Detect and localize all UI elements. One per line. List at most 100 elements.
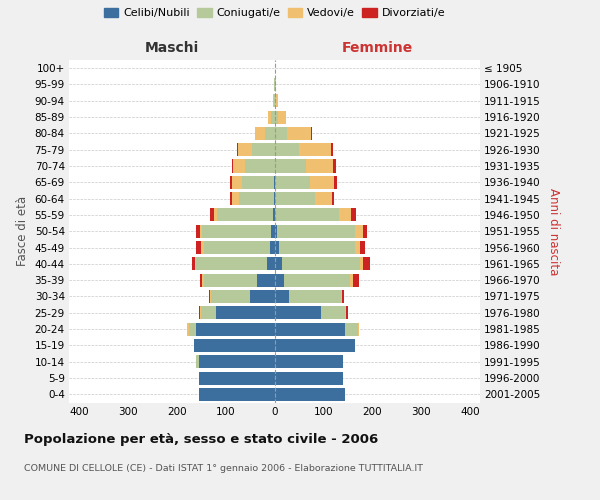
Bar bbox=[237, 143, 238, 156]
Bar bbox=[350, 274, 353, 286]
Bar bbox=[216, 306, 275, 320]
Bar bbox=[232, 192, 239, 205]
Bar bbox=[230, 176, 232, 189]
Bar bbox=[284, 274, 350, 286]
Bar bbox=[196, 258, 267, 270]
Bar bbox=[189, 322, 196, 336]
Bar bbox=[275, 290, 289, 303]
Bar bbox=[339, 208, 352, 222]
Bar bbox=[250, 290, 275, 303]
Bar bbox=[355, 241, 360, 254]
Bar bbox=[210, 290, 211, 303]
Bar bbox=[274, 94, 275, 108]
Bar bbox=[253, 143, 275, 156]
Bar bbox=[192, 258, 195, 270]
Bar bbox=[276, 94, 278, 108]
Bar bbox=[311, 127, 312, 140]
Bar bbox=[275, 274, 284, 286]
Bar bbox=[209, 290, 210, 303]
Bar bbox=[211, 208, 214, 222]
Bar bbox=[199, 355, 275, 368]
Bar bbox=[232, 176, 242, 189]
Bar bbox=[196, 241, 201, 254]
Legend: Celibi/Nubili, Coniugati/e, Vedovi/e, Divorziati/e: Celibi/Nubili, Coniugati/e, Vedovi/e, Di… bbox=[102, 6, 447, 20]
Bar bbox=[275, 110, 278, 124]
Bar bbox=[334, 176, 337, 189]
Bar bbox=[275, 143, 299, 156]
Bar bbox=[200, 224, 202, 238]
Bar bbox=[275, 306, 321, 320]
Bar bbox=[275, 160, 307, 172]
Bar bbox=[282, 258, 360, 270]
Bar bbox=[196, 355, 199, 368]
Text: Popolazione per età, sesso e stato civile - 2006: Popolazione per età, sesso e stato civil… bbox=[24, 432, 378, 446]
Bar bbox=[332, 192, 334, 205]
Bar bbox=[275, 339, 355, 352]
Bar bbox=[358, 322, 359, 336]
Bar bbox=[333, 160, 335, 172]
Bar bbox=[232, 160, 233, 172]
Bar bbox=[196, 322, 275, 336]
Bar bbox=[307, 160, 333, 172]
Bar bbox=[342, 290, 344, 303]
Bar bbox=[275, 176, 310, 189]
Bar bbox=[346, 322, 358, 336]
Bar bbox=[245, 160, 275, 172]
Bar bbox=[187, 322, 189, 336]
Text: Femmine: Femmine bbox=[341, 41, 413, 55]
Bar bbox=[271, 224, 275, 238]
Bar bbox=[275, 127, 287, 140]
Bar bbox=[275, 372, 343, 384]
Text: COMUNE DI CELLOLE (CE) - Dati ISTAT 1° gennaio 2006 - Elaborazione TUTTITALIA.IT: COMUNE DI CELLOLE (CE) - Dati ISTAT 1° g… bbox=[24, 464, 423, 473]
Bar bbox=[275, 78, 276, 91]
Bar bbox=[275, 241, 280, 254]
Bar bbox=[269, 241, 275, 254]
Bar bbox=[278, 110, 286, 124]
Bar bbox=[202, 274, 203, 286]
Bar bbox=[271, 110, 275, 124]
Bar bbox=[230, 192, 232, 205]
Bar bbox=[200, 306, 201, 320]
Bar bbox=[362, 258, 370, 270]
Bar bbox=[200, 274, 202, 286]
Y-axis label: Fasce di età: Fasce di età bbox=[16, 196, 29, 266]
Bar bbox=[275, 322, 346, 336]
Y-axis label: Anni di nascita: Anni di nascita bbox=[547, 188, 560, 275]
Bar bbox=[346, 306, 348, 320]
Bar bbox=[242, 176, 274, 189]
Bar bbox=[273, 208, 275, 222]
Bar bbox=[341, 290, 342, 303]
Bar bbox=[238, 143, 253, 156]
Bar bbox=[201, 241, 203, 254]
Bar bbox=[195, 258, 196, 270]
Bar bbox=[314, 192, 332, 205]
Bar bbox=[199, 372, 275, 384]
Bar bbox=[211, 290, 250, 303]
Bar bbox=[275, 192, 314, 205]
Bar bbox=[275, 208, 339, 222]
Bar bbox=[321, 306, 346, 320]
Bar bbox=[203, 241, 269, 254]
Bar bbox=[199, 388, 275, 401]
Bar bbox=[268, 110, 271, 124]
Bar bbox=[265, 127, 275, 140]
Bar bbox=[275, 388, 346, 401]
Bar bbox=[299, 143, 331, 156]
Bar bbox=[355, 224, 362, 238]
Bar bbox=[202, 224, 271, 238]
Bar bbox=[331, 143, 333, 156]
Bar bbox=[274, 176, 275, 189]
Bar bbox=[217, 208, 273, 222]
Bar bbox=[196, 224, 200, 238]
Bar bbox=[360, 241, 365, 254]
Bar bbox=[289, 290, 341, 303]
Bar bbox=[194, 339, 275, 352]
Bar bbox=[280, 241, 355, 254]
Bar bbox=[214, 208, 217, 222]
Bar bbox=[275, 224, 277, 238]
Bar bbox=[287, 127, 311, 140]
Bar bbox=[352, 208, 356, 222]
Bar bbox=[267, 258, 275, 270]
Bar bbox=[362, 224, 367, 238]
Bar bbox=[233, 160, 245, 172]
